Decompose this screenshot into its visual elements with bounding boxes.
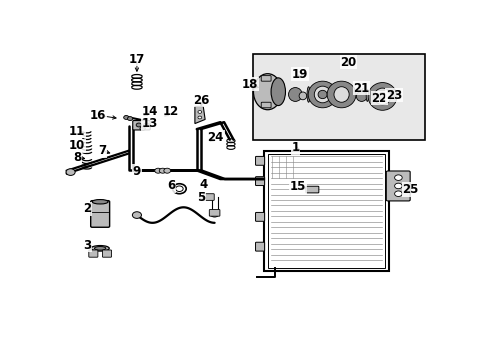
Ellipse shape xyxy=(378,93,386,100)
FancyBboxPatch shape xyxy=(386,171,409,201)
Circle shape xyxy=(143,123,149,127)
Text: 4: 4 xyxy=(199,178,207,191)
Text: 18: 18 xyxy=(241,78,258,91)
FancyBboxPatch shape xyxy=(305,186,318,193)
Ellipse shape xyxy=(270,78,285,105)
Ellipse shape xyxy=(299,92,306,100)
FancyBboxPatch shape xyxy=(255,156,264,165)
Text: 21: 21 xyxy=(352,82,368,95)
Ellipse shape xyxy=(356,91,366,102)
Text: 22: 22 xyxy=(370,91,387,105)
FancyBboxPatch shape xyxy=(261,76,270,81)
Ellipse shape xyxy=(306,87,309,102)
Text: 3: 3 xyxy=(82,239,91,252)
Circle shape xyxy=(127,117,132,121)
FancyBboxPatch shape xyxy=(261,102,270,108)
Ellipse shape xyxy=(326,81,355,108)
FancyBboxPatch shape xyxy=(203,194,214,201)
Bar xyxy=(264,151,388,270)
Circle shape xyxy=(66,169,75,175)
Ellipse shape xyxy=(92,199,108,204)
FancyBboxPatch shape xyxy=(209,210,220,216)
FancyBboxPatch shape xyxy=(252,54,424,140)
Circle shape xyxy=(198,116,202,119)
Circle shape xyxy=(159,168,166,173)
Text: 17: 17 xyxy=(128,53,145,66)
Ellipse shape xyxy=(314,86,330,103)
Text: 7: 7 xyxy=(98,144,106,157)
Ellipse shape xyxy=(366,89,368,102)
Text: 10: 10 xyxy=(69,139,85,152)
Ellipse shape xyxy=(367,82,396,110)
Text: 26: 26 xyxy=(193,94,209,107)
FancyBboxPatch shape xyxy=(255,177,264,185)
Circle shape xyxy=(163,168,170,173)
Circle shape xyxy=(136,123,141,127)
FancyBboxPatch shape xyxy=(255,212,264,221)
Text: 16: 16 xyxy=(90,109,106,122)
Text: 8: 8 xyxy=(73,151,81,164)
Circle shape xyxy=(210,210,219,217)
Text: 25: 25 xyxy=(402,183,418,196)
Text: 24: 24 xyxy=(207,131,224,144)
Ellipse shape xyxy=(333,87,348,102)
FancyBboxPatch shape xyxy=(90,201,109,227)
Text: 12: 12 xyxy=(163,105,179,118)
Circle shape xyxy=(394,183,401,189)
Circle shape xyxy=(123,116,129,120)
Text: 20: 20 xyxy=(340,55,356,68)
Ellipse shape xyxy=(373,88,390,105)
Ellipse shape xyxy=(253,74,281,110)
FancyBboxPatch shape xyxy=(102,250,111,257)
Text: 19: 19 xyxy=(291,68,307,81)
Ellipse shape xyxy=(94,247,105,250)
Circle shape xyxy=(140,127,145,131)
Bar xyxy=(267,154,385,268)
Text: 23: 23 xyxy=(385,89,401,102)
Text: 1: 1 xyxy=(291,141,299,154)
Text: 6: 6 xyxy=(166,179,175,193)
Ellipse shape xyxy=(91,246,109,251)
FancyBboxPatch shape xyxy=(89,250,98,257)
Text: 14: 14 xyxy=(142,105,158,118)
Text: 11: 11 xyxy=(69,125,85,138)
Circle shape xyxy=(132,212,141,219)
Text: 15: 15 xyxy=(289,180,305,193)
Text: 9: 9 xyxy=(133,165,141,178)
FancyBboxPatch shape xyxy=(255,242,264,251)
FancyBboxPatch shape xyxy=(132,121,150,130)
Circle shape xyxy=(154,168,161,173)
Polygon shape xyxy=(195,107,205,123)
Text: 2: 2 xyxy=(82,202,91,216)
Text: 13: 13 xyxy=(142,117,158,130)
Text: 5: 5 xyxy=(197,192,205,204)
Ellipse shape xyxy=(288,87,302,102)
Circle shape xyxy=(198,111,202,113)
Ellipse shape xyxy=(317,90,326,99)
Circle shape xyxy=(394,191,401,197)
Circle shape xyxy=(394,175,401,180)
Ellipse shape xyxy=(307,81,336,108)
